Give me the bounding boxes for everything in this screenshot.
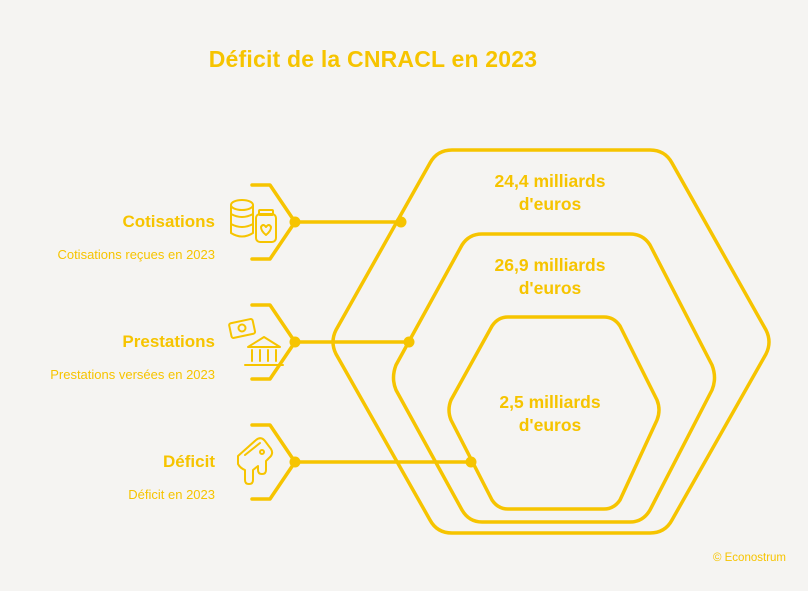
value-middle: 26,9 milliards d'euros <box>450 254 650 300</box>
value-outer: 24,4 milliards d'euros <box>450 170 650 216</box>
dot-prestations-right <box>403 336 415 348</box>
page-title: Déficit de la CNRACL en 2023 <box>208 46 538 72</box>
dot-cotisations-right <box>395 216 407 228</box>
dot-cotisations-left <box>289 216 301 228</box>
melting-card-icon <box>237 437 274 485</box>
value-inner: 2,5 milliards d'euros <box>450 391 650 437</box>
value-outer-line2: d'euros <box>518 194 582 214</box>
sublabel-cotisations: Cotisations reçues en 2023 <box>57 247 215 262</box>
label-deficit: Déficit <box>163 452 215 471</box>
inner-hexagon <box>447 315 661 511</box>
coins-money-jar-icon <box>230 199 277 243</box>
sublabel-prestations: Prestations versées en 2023 <box>50 367 215 382</box>
label-prestations: Prestations <box>122 332 215 351</box>
sublabel-deficit: Déficit en 2023 <box>128 487 215 502</box>
value-inner-line2: d'euros <box>518 415 582 435</box>
value-outer-line1: 24,4 milliards <box>494 171 606 191</box>
cash-bank-icon <box>228 318 284 366</box>
value-middle-line1: 26,9 milliards <box>494 255 606 275</box>
value-inner-line1: 2,5 milliards <box>499 392 601 412</box>
middle-hexagon <box>391 232 717 524</box>
outer-hexagon <box>331 148 771 535</box>
bracket-deficit <box>250 423 297 501</box>
label-cotisations: Cotisations <box>122 212 215 231</box>
value-middle-line2: d'euros <box>518 278 582 298</box>
dot-deficit-left <box>289 456 301 468</box>
copyright: © Econostrum <box>712 552 786 564</box>
dot-prestations-left <box>289 336 301 348</box>
dot-deficit-right <box>465 456 477 468</box>
